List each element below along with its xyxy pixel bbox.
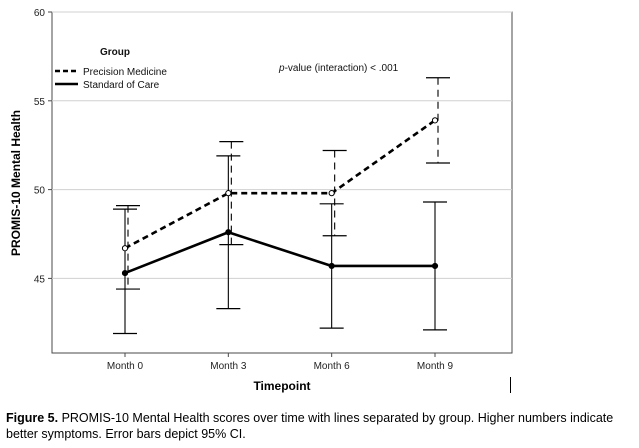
point-standard-of-care-0	[121, 269, 129, 277]
x-axis-ticks: Month 0 Month 3 Month 6 Month 9	[107, 353, 454, 372]
point-standard-of-care-3	[431, 262, 439, 270]
x-tick-label-1: Month 3	[210, 361, 247, 372]
y-tick-label-0: 45	[34, 274, 46, 285]
legend-label-precision-medicine: Precision Medicine	[83, 67, 167, 78]
series-line-precision-medicine	[124, 119, 436, 250]
chart-svg: 45 50 55 60 Month 0 Month 3 Month 6 Month 9 PR…	[9, 8, 513, 393]
x-axis-title: Timepoint	[253, 379, 310, 393]
series-markers	[121, 117, 439, 277]
caption-label: Figure 5.	[6, 411, 59, 425]
error-bars	[113, 77, 450, 335]
y-tick-label-3: 60	[34, 8, 46, 19]
legend: Group Precision Medicine Standard of Car…	[55, 47, 167, 91]
interaction-p-value: p-value (interaction) < .001	[278, 63, 399, 74]
series-line-standard-of-care	[124, 230, 435, 275]
point-precision-medicine-1	[225, 190, 232, 197]
figure-caption: Figure 5. PROMIS-10 Mental Health scores…	[6, 410, 636, 442]
y-axis-title: PROMIS-10 Mental Health	[9, 110, 23, 256]
legend-label-standard-of-care: Standard of Care	[83, 80, 160, 91]
y-tick-label-2: 55	[34, 97, 46, 108]
point-standard-of-care-1	[225, 229, 232, 236]
point-precision-medicine-3	[431, 117, 439, 124]
y-axis-ticks: 45 50 55 60	[34, 8, 52, 285]
legend-title: Group	[100, 47, 130, 58]
x-tick-label-2: Month 6	[314, 361, 351, 372]
y-tick-label-1: 50	[34, 186, 46, 197]
x-tick-label-0: Month 0	[107, 361, 144, 372]
text-cursor-mark	[510, 377, 511, 393]
x-tick-label-3: Month 9	[417, 361, 454, 372]
point-precision-medicine-2	[328, 190, 335, 197]
point-standard-of-care-2	[328, 262, 335, 270]
series-lines	[124, 119, 436, 275]
caption-text: PROMIS-10 Mental Health scores over time…	[6, 411, 614, 441]
point-precision-medicine-0	[121, 245, 129, 252]
